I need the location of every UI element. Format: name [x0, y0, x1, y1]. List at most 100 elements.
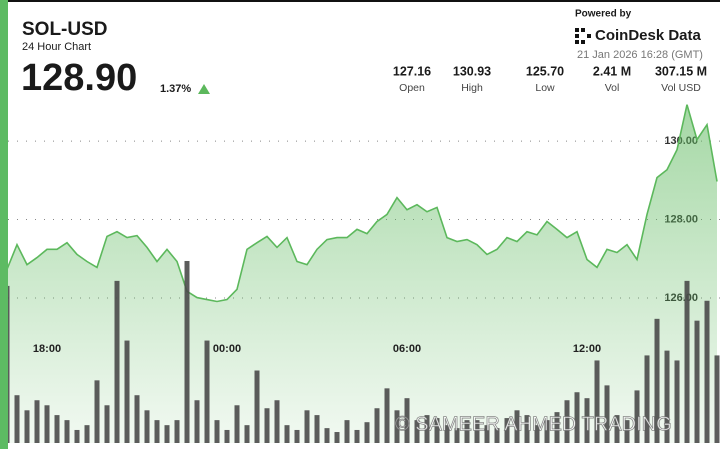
volume-bar: [594, 360, 600, 443]
volume-bar: [454, 428, 460, 443]
volume-bar: [694, 320, 700, 443]
volume-bar: [414, 420, 420, 443]
volume-bar: [364, 422, 370, 443]
volume-bar: [504, 418, 510, 443]
volume-bar: [614, 415, 620, 443]
stats: 127.16 Open 130.93 High 125.70 Low 2.41 M Vol 30…: [393, 64, 707, 93]
up-arrow: [198, 84, 210, 94]
volume-bar: [94, 380, 100, 443]
volume-bar: [124, 340, 130, 443]
stat-value: 130.93: [453, 64, 491, 78]
brand-logo: [575, 28, 591, 44]
volume-bar: [394, 410, 400, 443]
volume-bar: [234, 405, 240, 443]
volume-bar: [44, 405, 50, 443]
volume-bar: [544, 420, 550, 443]
stat-label: Vol USD: [661, 82, 701, 94]
volume-bar: [24, 410, 30, 443]
volume-bar: [64, 420, 70, 443]
volume-bar: [104, 405, 110, 443]
volume-bar: [114, 280, 120, 443]
brand: CoinDesk Data: [595, 27, 702, 44]
volume-bar: [664, 350, 670, 443]
volume-bar: [704, 300, 710, 443]
price-area: [7, 104, 717, 443]
powered-by: Powered by: [575, 9, 632, 20]
volume-bar: [134, 395, 140, 443]
volume-bar: [344, 420, 350, 443]
stat-label: Vol: [605, 82, 620, 94]
volume-bar: [624, 420, 630, 443]
volume-bar: [374, 408, 380, 443]
volume-bar: [294, 429, 300, 443]
volume-bar: [404, 398, 410, 443]
stat-value: 2.41 M: [593, 64, 631, 78]
volume-bar: [264, 408, 270, 443]
volume-bar: [464, 420, 470, 443]
top-edge: [0, 0, 720, 2]
volume-bar: [314, 415, 320, 443]
volume-bar: [84, 425, 90, 443]
x-tick-label: 06:00: [393, 343, 421, 355]
volume-bar: [584, 398, 590, 443]
volume-bar: [494, 428, 500, 443]
volume-bar: [684, 280, 690, 443]
stat-label: Open: [399, 82, 425, 94]
symbol: SOL-USD: [22, 19, 108, 40]
x-tick-label: 12:00: [573, 343, 601, 355]
volume-bar: [274, 400, 280, 443]
volume-bar: [164, 425, 170, 443]
subtitle: 24 Hour Chart: [22, 41, 91, 53]
volume-bar: [604, 385, 610, 443]
timestamp: 21 Jan 2026 16:28 (GMT): [577, 49, 703, 61]
volume-bar: [14, 395, 20, 443]
volume-bar: [654, 318, 660, 443]
volume-bar: [144, 410, 150, 443]
volume-bar: [154, 420, 160, 443]
volume-bar: [254, 370, 260, 443]
volume-bar: [434, 418, 440, 443]
volume-bar: [574, 392, 580, 443]
volume-bar: [214, 420, 220, 443]
x-tick-label: 18:00: [33, 343, 61, 355]
stat-value: 307.15 M: [655, 64, 707, 78]
watermark: © SAMEER AHMED TRADING: [395, 413, 672, 435]
volume-bar: [474, 420, 480, 443]
volume-bar: [714, 355, 720, 443]
volume-bar: [484, 425, 490, 443]
accent-stripe: [0, 0, 8, 449]
volume-bar: [284, 425, 290, 443]
volume-bar: [514, 410, 520, 443]
volume-bar: [444, 425, 450, 443]
volume-bar: [634, 390, 640, 443]
volume-bar: [224, 429, 230, 443]
volume-bar: [334, 432, 340, 443]
volume-bar: [524, 415, 530, 443]
stat-label: Low: [535, 82, 555, 94]
stat-label: High: [461, 82, 483, 94]
volume-bar: [54, 415, 60, 443]
stat-value: 127.16: [393, 64, 431, 78]
volume-bar: [204, 340, 210, 443]
change: 1.37%: [160, 83, 191, 95]
volume-bar: [304, 410, 310, 443]
volume-bar: [554, 412, 560, 443]
x-tick-label: 00:00: [213, 343, 241, 355]
volume-bar: [174, 420, 180, 443]
price: 128.90: [21, 57, 137, 99]
volume-bar: [74, 429, 80, 443]
volume-bar: [184, 260, 190, 443]
stat-value: 125.70: [526, 64, 564, 78]
volume-bar: [194, 400, 200, 443]
price-line: [6, 104, 718, 303]
volume-bar: [354, 429, 360, 443]
volume-bar: [534, 425, 540, 443]
volume-bar: [244, 425, 250, 443]
volume-bar: [384, 388, 390, 443]
volume-bar: [324, 428, 330, 443]
volume-bar: [564, 400, 570, 443]
volume-bar: [674, 360, 680, 443]
